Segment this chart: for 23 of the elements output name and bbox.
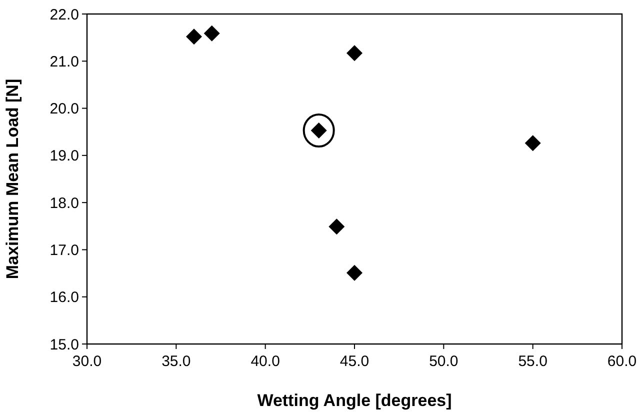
x-tick-label: 35.0 [162,353,191,370]
y-tick-label: 17.0 [50,242,79,259]
y-tick-label: 20.0 [50,100,79,118]
x-tick-label: 50.0 [429,353,458,370]
y-tick-label: 21.0 [50,53,79,70]
y-tick-label: 16.0 [50,289,79,306]
point [524,135,541,152]
y-axis-title: Maximum Mean Load [N] [3,78,22,280]
x-tick-label: 40.0 [250,353,280,370]
point [328,218,345,235]
point [186,28,202,45]
y-tick-label: 15.0 [50,336,79,354]
point [346,45,362,62]
point [346,264,362,281]
x-tick-label: 30.0 [72,353,102,370]
x-axis-title: Wetting Angle [degrees] [257,391,452,410]
y-tick-label: 22.0 [50,6,79,24]
point [204,25,220,42]
y-tick-label: 18.0 [50,194,79,212]
x-tick-label: 60.0 [607,353,637,370]
y-tick-label: 19.0 [50,148,79,165]
x-tick-label: 45.0 [340,353,370,370]
x-tick-label: 55.0 [518,353,548,370]
